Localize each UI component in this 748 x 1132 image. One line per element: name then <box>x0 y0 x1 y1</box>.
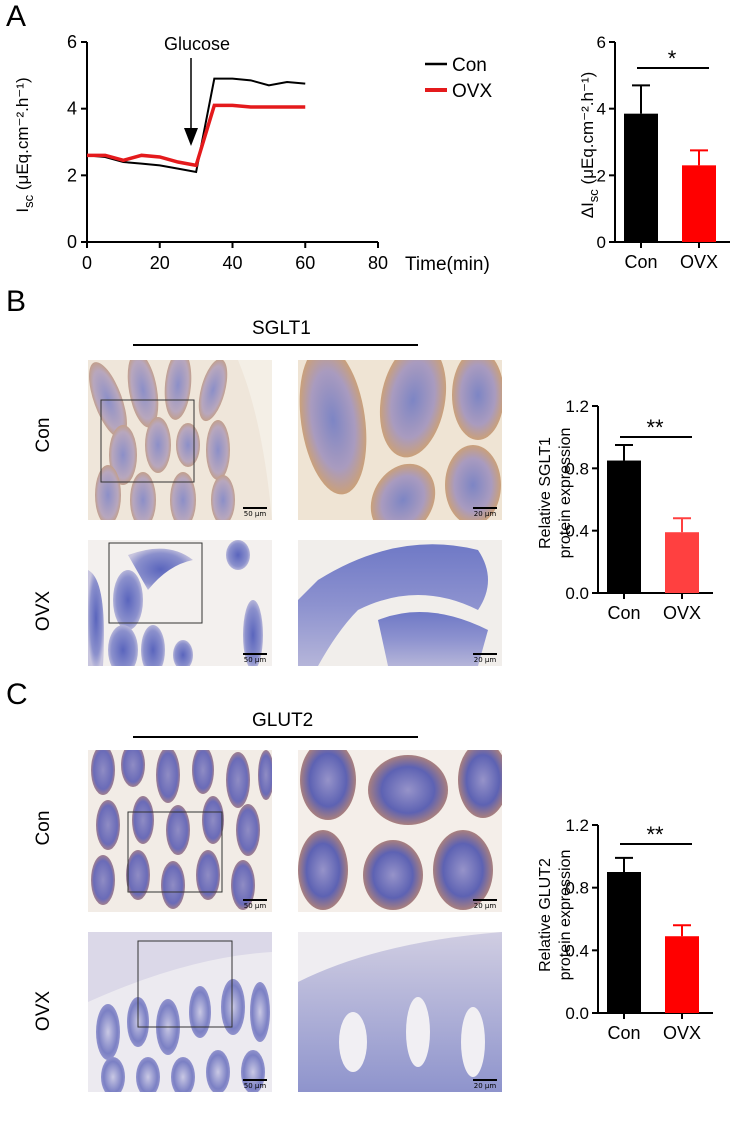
tissue-image <box>298 544 488 666</box>
bar-ovx <box>665 936 699 1013</box>
micrograph-sglt1-ovx-low: 50 μm <box>88 540 272 666</box>
tissue-image <box>88 932 272 1092</box>
y-axis-label: Isc (μEq.cm⁻².h⁻¹) <box>13 77 36 212</box>
bar-chart-sglt1: 0.0 0.4 0.8 1.2 Con OVX ** Relative SGLT1 prot… <box>537 397 713 623</box>
bar-con <box>607 460 641 593</box>
x-tick-label: Con <box>624 252 657 272</box>
tissue-image <box>298 932 502 1092</box>
scale-bar: 50 μm <box>243 899 267 910</box>
x-tick-label: 0 <box>82 253 92 273</box>
y-tick-label: 4 <box>67 99 77 119</box>
significance-marker: ** <box>646 822 664 847</box>
x-axis-label: Time(min) <box>405 254 490 275</box>
x-tick-label: OVX <box>663 603 701 623</box>
panel-letter-c: C <box>6 678 28 711</box>
y-tick-label: 4 <box>597 100 606 119</box>
y-axis-label-line2: protein expression <box>557 850 574 981</box>
y-tick-label: 6 <box>597 33 606 52</box>
legend-label-ovx: OVX <box>452 81 492 102</box>
panel-letter-b: B <box>6 285 27 318</box>
stain-title-glut2: GLUT2 <box>252 710 314 731</box>
panel-letter-a: A <box>6 0 27 33</box>
x-tick-label: OVX <box>680 252 718 272</box>
stain-title-underline <box>133 344 418 346</box>
bar-con <box>624 113 658 243</box>
bar-chart-glut2: 0.0 0.4 0.8 1.2 Con OVX ** Relative GLUT2 prot… <box>537 816 713 1043</box>
bar-chart-delta-isc: 0 2 4 6 Con OVX * ΔIsc (μEq.cm⁻².h⁻¹) <box>578 33 730 272</box>
micrograph-glut2-con-high: 20 μm <box>298 750 502 912</box>
bar-con <box>607 872 641 1013</box>
row-label-con: Con <box>33 810 54 846</box>
micrograph-sglt1-ovx-high: 20 μm <box>298 540 502 666</box>
scale-bar: 20 μm <box>473 653 497 664</box>
row-label-ovx: OVX <box>33 990 54 1032</box>
y-tick-label: 0.4 <box>565 941 589 960</box>
y-tick-label: 0.0 <box>565 584 589 603</box>
series-line-ovx <box>87 103 306 168</box>
y-tick-label: 2 <box>597 166 606 185</box>
y-tick-label: 0 <box>67 232 77 252</box>
tissue-image <box>88 540 263 666</box>
y-axis-label-line1: Relative GLUT2 <box>537 858 554 972</box>
y-tick-label: 0.4 <box>565 522 589 541</box>
tissue-image <box>89 360 272 520</box>
y-tick-label: 0.8 <box>565 459 589 478</box>
legend-label-con: Con <box>452 55 487 76</box>
micrograph-sglt1-con-high: 20 μm <box>298 360 502 520</box>
x-tick-label: Con <box>607 603 640 623</box>
y-axis-label-line1: Relative SGLT1 <box>537 437 554 549</box>
micrograph-glut2-ovx-high: 20 μm <box>298 932 502 1092</box>
micrograph-sglt1-con-low: 50 μm <box>88 360 272 520</box>
micrograph-glut2-ovx-low: 50 μm <box>88 932 272 1092</box>
stain-title-sglt1: SGLT1 <box>252 318 311 339</box>
scale-bar: 50 μm <box>243 653 267 664</box>
tissue-image <box>298 750 502 910</box>
y-tick-label: 0.0 <box>565 1004 589 1023</box>
significance-marker: ** <box>646 415 664 440</box>
y-axis-label-line2: protein expression <box>557 428 574 559</box>
x-tick-label: 60 <box>295 253 315 273</box>
glucose-arrowhead <box>184 128 198 146</box>
x-tick-label: 20 <box>150 253 170 273</box>
y-tick-label: 1.2 <box>565 397 589 416</box>
y-tick-label: 1.2 <box>565 816 589 835</box>
x-tick-label: 80 <box>368 253 388 273</box>
glucose-annotation: Glucose <box>164 34 230 54</box>
scale-bar: 20 μm <box>473 1079 497 1090</box>
bar-ovx <box>682 165 716 242</box>
x-tick-label: OVX <box>663 1023 701 1043</box>
stain-title-underline <box>133 736 418 738</box>
bar-ovx <box>665 532 699 593</box>
y-tick-label: 0.8 <box>565 879 589 898</box>
x-tick-label: 40 <box>222 253 242 273</box>
tissue-image <box>299 360 502 520</box>
scale-bar: 50 μm <box>243 1079 267 1090</box>
significance-marker: * <box>668 46 677 71</box>
x-tick-label: Con <box>607 1023 640 1043</box>
scale-bar: 20 μm <box>473 507 497 518</box>
scale-bar: 50 μm <box>243 507 267 518</box>
y-axis-label: ΔIsc (μEq.cm⁻².h⁻¹) <box>578 72 601 219</box>
scale-bar: 20 μm <box>473 899 497 910</box>
row-label-ovx: OVX <box>33 590 54 632</box>
tissue-image <box>91 750 272 910</box>
y-tick-label: 0 <box>597 233 606 252</box>
y-tick-label: 6 <box>67 32 77 52</box>
micrograph-glut2-con-low: 50 μm <box>88 750 272 912</box>
row-label-con: Con <box>33 417 54 453</box>
y-tick-label: 2 <box>67 165 77 185</box>
